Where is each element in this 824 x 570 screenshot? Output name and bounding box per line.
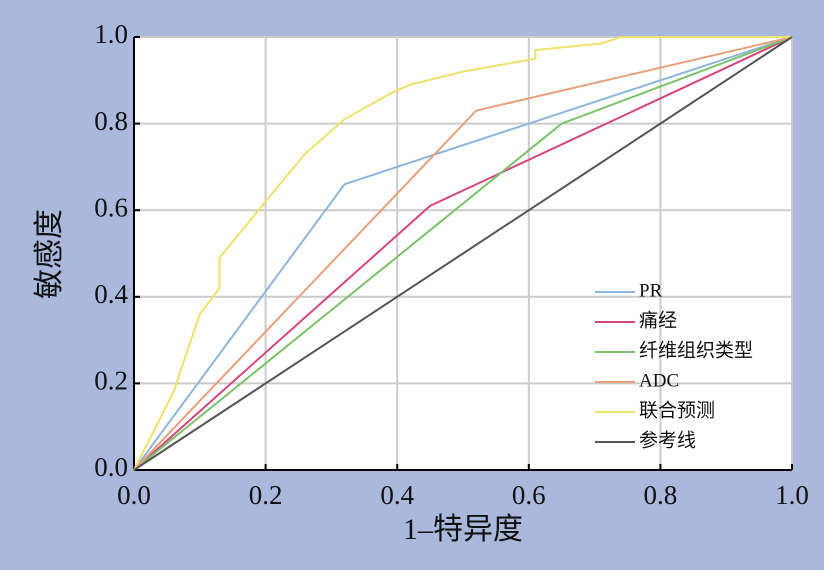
x-axis-label: 1–特异度	[403, 513, 523, 546]
y-tick-label: 0.6	[94, 192, 128, 222]
x-tick-label: 1.0	[775, 480, 809, 510]
legend-label: 联合预测	[639, 399, 715, 421]
x-tick-label: 0.6	[512, 480, 546, 510]
legend-label: 纤维组织类型	[639, 339, 753, 361]
legend-label: ADC	[639, 370, 679, 391]
line-series	[133, 36, 793, 471]
line-series	[133, 36, 793, 471]
legend-label: PR	[639, 280, 663, 301]
y-tick-label: 0.2	[94, 366, 128, 396]
y-tick-label: 0.4	[94, 279, 128, 309]
x-tick-label: 0.2	[249, 480, 283, 510]
legend-label: 痛经	[639, 309, 677, 331]
line-series	[133, 36, 793, 471]
y-tick-label: 1.0	[94, 19, 128, 49]
x-tick-label: 0.8	[644, 480, 678, 510]
y-axis-label: 敏感度	[33, 209, 66, 299]
x-tick-label: 0.0	[117, 480, 151, 510]
line-series	[133, 36, 792, 471]
line-series	[133, 36, 793, 471]
legend-label: 参考线	[639, 429, 696, 451]
y-tick-label: 0.0	[94, 452, 128, 482]
y-tick-label: 0.8	[94, 106, 128, 136]
line-series	[133, 36, 793, 471]
x-tick-label: 0.4	[380, 480, 414, 510]
